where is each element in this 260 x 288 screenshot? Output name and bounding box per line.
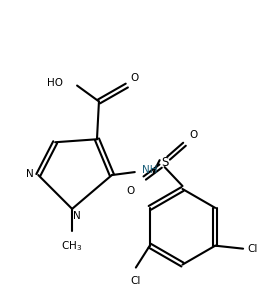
Text: O: O: [190, 130, 198, 140]
Text: HO: HO: [47, 77, 63, 88]
Text: O: O: [127, 186, 135, 196]
Text: S: S: [161, 156, 168, 169]
Text: Cl: Cl: [131, 276, 141, 285]
Text: N: N: [73, 211, 81, 221]
Text: Cl: Cl: [247, 244, 257, 254]
Text: NH: NH: [142, 165, 157, 175]
Text: CH$_3$: CH$_3$: [62, 239, 83, 253]
Text: N: N: [25, 169, 33, 179]
Text: O: O: [131, 73, 139, 83]
